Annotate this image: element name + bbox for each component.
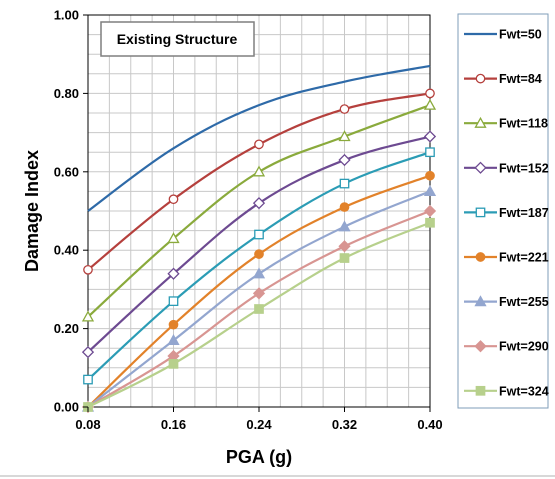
y-tick-label: 0.60 bbox=[54, 164, 79, 179]
data-point bbox=[167, 334, 180, 346]
series-fwt-84 bbox=[83, 88, 435, 275]
data-point bbox=[425, 88, 435, 99]
y-tick-label: 0.40 bbox=[54, 243, 79, 258]
data-point bbox=[339, 202, 350, 212]
series-fwt-152 bbox=[81, 130, 437, 359]
legend-marker bbox=[474, 116, 487, 128]
legend-marker bbox=[474, 295, 487, 307]
legend-marker bbox=[475, 252, 486, 262]
y-tick-label: 0.80 bbox=[54, 86, 79, 101]
legend-item: Fwt=324 bbox=[464, 384, 549, 398]
data-point bbox=[81, 310, 95, 322]
data-point bbox=[254, 139, 264, 150]
data-point bbox=[168, 296, 179, 307]
x-tick-label: 0.24 bbox=[246, 417, 272, 432]
x-tick-label: 0.32 bbox=[332, 417, 357, 432]
y-tick-label: 0.20 bbox=[54, 321, 79, 336]
data-point bbox=[252, 267, 266, 279]
x-tick-label: 0.40 bbox=[417, 417, 442, 432]
y-axis-title: Damage Index bbox=[22, 150, 42, 272]
legend-item: Fwt=187 bbox=[464, 206, 549, 220]
x-axis-title: PGA (g) bbox=[226, 447, 292, 467]
annotation-text: Existing Structure bbox=[117, 31, 238, 47]
legend-label: Fwt=255 bbox=[499, 295, 549, 309]
legend-label: Fwt=84 bbox=[499, 72, 542, 86]
data-point bbox=[83, 264, 93, 275]
data-point bbox=[423, 204, 437, 218]
series-fwt-187 bbox=[83, 147, 435, 385]
data-point bbox=[254, 229, 264, 240]
data-point bbox=[252, 287, 266, 300]
series-fwt-50 bbox=[87, 64, 431, 212]
legend-item: Fwt=255 bbox=[464, 295, 549, 309]
annotation-box: Existing Structure bbox=[100, 21, 255, 57]
data-point bbox=[425, 170, 435, 181]
data-point bbox=[338, 130, 351, 142]
legend-item: Fwt=290 bbox=[464, 340, 549, 354]
x-tick-label: 0.08 bbox=[75, 417, 100, 432]
data-point bbox=[167, 232, 180, 244]
legend-label: Fwt=50 bbox=[499, 28, 542, 42]
data-point bbox=[252, 165, 266, 177]
data-point bbox=[423, 130, 437, 143]
legend-marker bbox=[475, 73, 486, 84]
series-fwt-118 bbox=[81, 98, 437, 322]
data-point bbox=[338, 153, 351, 167]
legend-label: Fwt=324 bbox=[499, 384, 549, 398]
data-point bbox=[252, 197, 266, 210]
data-point bbox=[423, 185, 437, 197]
axis-tick-labels: 0.08 0.16 0.24 0.32 0.40 0.00 0.20 0.40 0.60 0.80… bbox=[54, 8, 443, 433]
data-point bbox=[81, 346, 95, 359]
legend-label: Fwt=187 bbox=[499, 206, 549, 220]
legend-item: Fwt=152 bbox=[464, 161, 549, 175]
legend: Fwt=50 Fwt=84 Fwt=118 Fwt=152 Fwt=187 Fwt=221… bbox=[457, 13, 549, 409]
legend-marker bbox=[475, 385, 486, 396]
y-tick-label: 0.00 bbox=[54, 400, 79, 415]
grid-lines bbox=[88, 15, 430, 407]
data-point bbox=[168, 194, 179, 205]
data-point bbox=[423, 98, 437, 110]
legend-label: Fwt=152 bbox=[499, 161, 549, 175]
data-point bbox=[338, 220, 351, 232]
legend-label: Fwt=290 bbox=[499, 340, 549, 354]
data-point bbox=[339, 253, 350, 263]
y-tick-label: 1.00 bbox=[54, 8, 79, 23]
x-tick-label: 0.16 bbox=[161, 417, 186, 432]
data-point bbox=[425, 217, 435, 228]
data-point bbox=[339, 104, 350, 114]
data-point bbox=[168, 359, 179, 369]
legend-item: Fwt=118 bbox=[464, 117, 548, 131]
series-line bbox=[87, 64, 431, 212]
legend-item: Fwt=84 bbox=[464, 72, 542, 86]
data-point bbox=[168, 319, 179, 330]
data-point bbox=[339, 178, 350, 189]
data-point bbox=[338, 240, 351, 253]
legend-marker bbox=[474, 161, 487, 174]
legend-marker bbox=[474, 340, 487, 353]
data-point bbox=[83, 374, 93, 385]
legend-marker bbox=[475, 207, 486, 218]
legend-item: Fwt=50 bbox=[464, 28, 542, 42]
legend-label: Fwt=221 bbox=[499, 251, 549, 265]
data-point bbox=[254, 304, 264, 314]
data-point bbox=[254, 249, 264, 259]
data-point bbox=[167, 267, 180, 280]
data-point bbox=[425, 147, 435, 158]
legend-item: Fwt=221 bbox=[464, 251, 549, 265]
legend-label: Fwt=118 bbox=[499, 117, 548, 131]
